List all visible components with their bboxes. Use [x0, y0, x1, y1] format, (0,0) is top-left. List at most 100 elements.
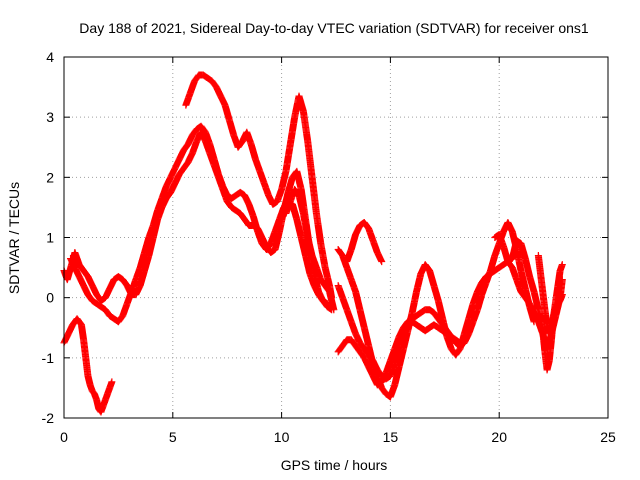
- data-point-trail: [313, 211, 325, 246]
- data-point-trail: [553, 301, 561, 310]
- x-tick-labels: 0 5 10 15 20 25: [60, 429, 616, 445]
- data-point-trail: [395, 328, 407, 349]
- data-point-trail: [102, 307, 113, 319]
- data-point-trail: [505, 255, 515, 265]
- series-track-g: [334, 218, 538, 389]
- data-point-trail: [107, 312, 117, 322]
- data-point-trail: [348, 232, 359, 252]
- data-point-trail: [413, 321, 424, 331]
- data-point-trail: [517, 241, 529, 261]
- data-point-trail: [80, 337, 90, 361]
- data-point-trail: [426, 268, 438, 288]
- x-tick-label: 20: [491, 429, 507, 445]
- x-tick-label: 0: [60, 429, 68, 445]
- series-track-h: [343, 218, 386, 266]
- data-point-trail: [204, 75, 215, 84]
- data-point-trail: [80, 268, 91, 280]
- series-track-b: [60, 315, 116, 416]
- data-point-trail: [119, 277, 130, 289]
- data-point: [330, 306, 338, 314]
- data-point-trail: [200, 72, 211, 81]
- data-point-trail: [487, 253, 499, 273]
- data-point-trail: [89, 388, 98, 397]
- data-point-trail: [291, 186, 302, 198]
- data-point: [558, 261, 566, 269]
- data-point-trail: [496, 261, 507, 271]
- series-track-d: [182, 71, 336, 302]
- data-point-trail: [555, 298, 563, 307]
- data-point-trail: [537, 271, 547, 294]
- data-point-trail: [233, 207, 243, 217]
- data-point-trail: [78, 322, 87, 343]
- y-tick-label: -2: [42, 410, 55, 426]
- data-point-trail: [400, 322, 411, 334]
- data-point-trail: [141, 235, 153, 255]
- data-point-trail: [448, 333, 459, 343]
- series-track-i: [334, 282, 464, 383]
- data-point-trail: [317, 241, 329, 270]
- data-point-trail: [98, 294, 108, 304]
- data-point-trail: [452, 346, 463, 358]
- data-point-trail: [431, 321, 441, 331]
- data-point-trail: [210, 156, 222, 177]
- data-point-trail: [295, 93, 307, 114]
- data-point-trail: [224, 198, 235, 210]
- data-point-trail: [189, 126, 200, 138]
- data-point-trail: [289, 202, 300, 222]
- series-track-k: [534, 252, 566, 338]
- data-point-trail: [439, 327, 450, 337]
- data-point-trail: [136, 250, 148, 270]
- data-point-trail: [430, 283, 442, 304]
- data-point-trail: [418, 306, 428, 316]
- data-point-trail: [237, 189, 248, 199]
- data-point-trail: [228, 204, 239, 214]
- data-point-trail: [263, 241, 274, 253]
- data-point-trail: [409, 312, 420, 322]
- y-tick-label: -1: [42, 350, 55, 366]
- data-point-trail: [226, 117, 237, 138]
- data-point-trail: [383, 372, 394, 382]
- data-point-trail: [435, 316, 446, 328]
- data-point-trail: [287, 114, 298, 147]
- data-point-trail: [374, 367, 385, 379]
- data-point-trail: [320, 297, 330, 307]
- data-point-trail: [163, 189, 174, 201]
- y-tick-label: 4: [46, 49, 54, 65]
- series-track-e: [282, 185, 338, 314]
- data-point-trail: [535, 253, 544, 276]
- y-tick-label: 1: [46, 230, 54, 246]
- y-tick-label: 2: [46, 169, 54, 185]
- data-point-trail: [339, 337, 350, 349]
- data-point-trail: [209, 78, 220, 90]
- data-point-trail: [422, 262, 433, 274]
- series-track-c: [67, 122, 331, 326]
- data-point-trail: [150, 208, 161, 228]
- data-point-trail: [300, 108, 312, 144]
- data-point-trail: [365, 352, 376, 364]
- data-point-trail: [250, 214, 261, 234]
- data-point-trail: [191, 72, 202, 84]
- data-point-trail: [357, 340, 368, 352]
- x-tick-label: 5: [169, 429, 177, 445]
- data-point: [456, 339, 464, 347]
- data-point: [558, 291, 566, 299]
- data-point-trail: [335, 343, 346, 355]
- data-point-trail: [89, 297, 100, 307]
- data-point-trail: [85, 292, 96, 304]
- data-point-trail: [82, 355, 92, 379]
- data-point-trail: [409, 318, 420, 328]
- x-tick-label: 15: [383, 429, 399, 445]
- y-tick-label: 3: [46, 109, 54, 125]
- data-point-trail: [98, 303, 108, 313]
- y-tick-labels: -2 -1 0 1 2 3 4: [42, 49, 55, 426]
- data-point-trail: [268, 246, 278, 256]
- data-point-trail: [526, 304, 538, 325]
- data-point-trail: [228, 192, 239, 202]
- chart-title: Day 188 of 2021, Sidereal Day-to-day VTE…: [79, 20, 589, 36]
- y-axis-label: SDTVAR / TECUs: [6, 182, 22, 294]
- data-point-trail: [141, 253, 153, 273]
- axis-ticks: [63, 56, 609, 419]
- data-point-trail: [426, 306, 437, 316]
